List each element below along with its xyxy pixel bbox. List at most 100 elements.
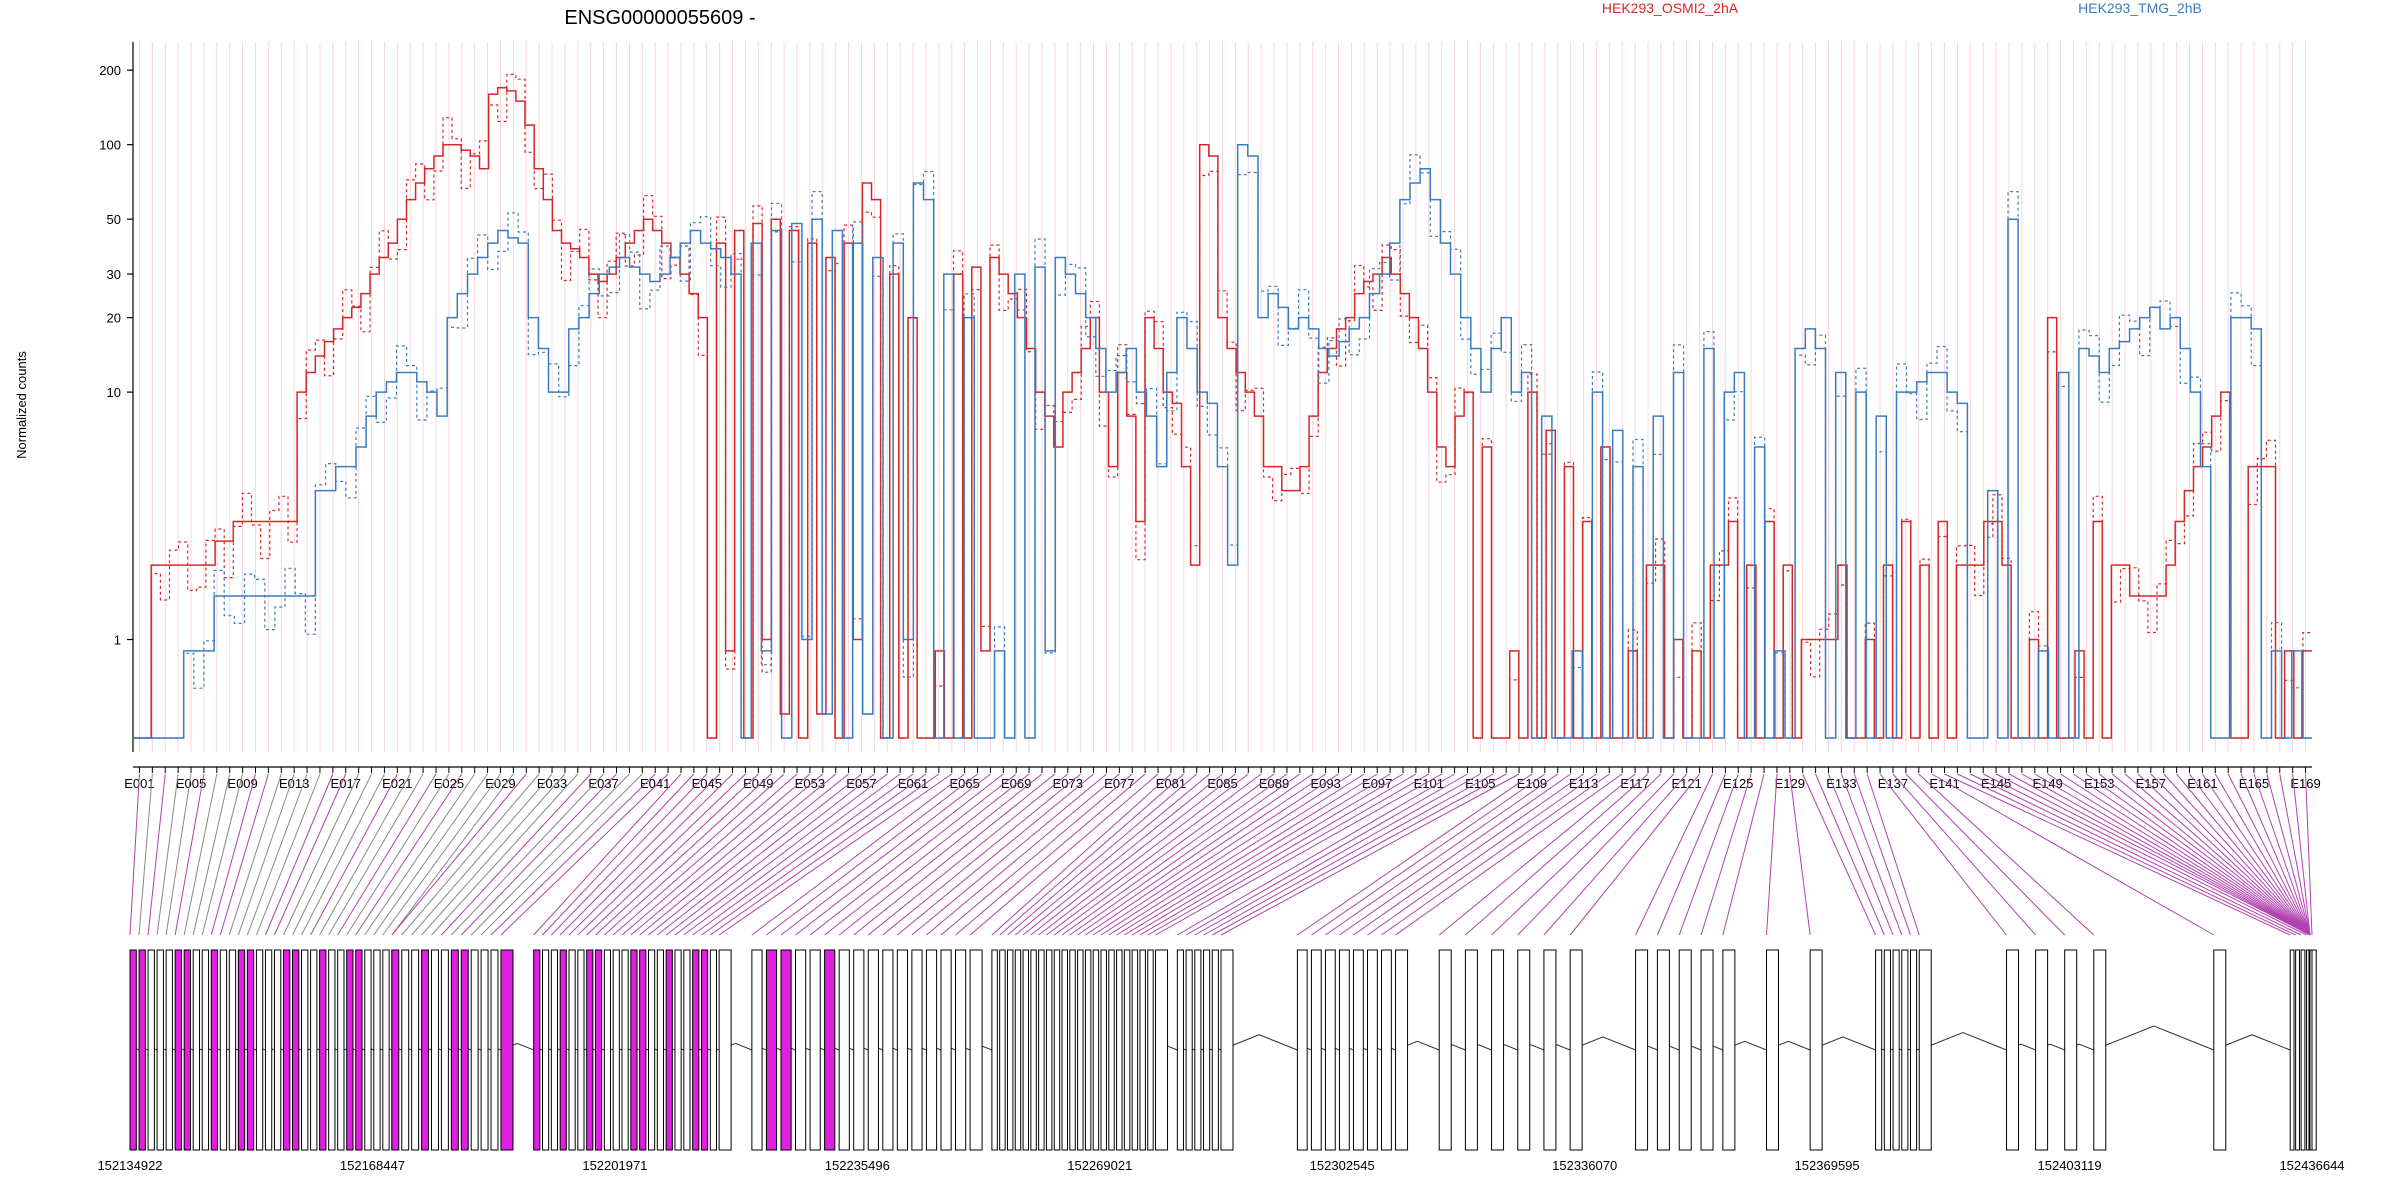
exon-block bbox=[1875, 949, 1883, 1151]
exon-tick-label: E013 bbox=[279, 776, 309, 791]
exon-block bbox=[853, 949, 865, 1151]
exon-block bbox=[2311, 949, 2317, 1151]
exon-connector bbox=[1931, 773, 2215, 936]
exon-connector bbox=[2163, 773, 2311, 936]
exon-block bbox=[431, 949, 439, 1151]
exon-connector bbox=[1892, 773, 2036, 936]
exon-block bbox=[460, 949, 469, 1151]
series-lines bbox=[133, 73, 2312, 739]
exon-connector bbox=[147, 773, 166, 936]
exon-block bbox=[1147, 949, 1154, 1151]
exon-connector bbox=[853, 773, 1056, 936]
exon-connector bbox=[1220, 773, 1520, 936]
exon-connector bbox=[795, 773, 1004, 936]
exon-connector bbox=[2201, 773, 2311, 936]
exon-connector bbox=[2150, 773, 2311, 936]
exon-block bbox=[2295, 949, 2300, 1151]
exon-connector bbox=[1147, 773, 1430, 936]
exon-connector bbox=[1491, 773, 1662, 936]
exon-connector bbox=[1046, 773, 1262, 936]
exon-block bbox=[838, 949, 850, 1151]
exon-connector bbox=[1438, 773, 1636, 936]
exon-connector bbox=[373, 773, 488, 936]
exon-connector-lines bbox=[129, 773, 2313, 936]
exon-block bbox=[1491, 949, 1505, 1151]
exon-block bbox=[969, 949, 983, 1151]
exon-tick-label: E041 bbox=[640, 776, 670, 791]
exon-connector bbox=[1116, 773, 1378, 936]
exon-connector bbox=[1970, 773, 2302, 936]
exon-block bbox=[751, 949, 763, 1151]
exon-connector bbox=[780, 773, 991, 936]
exon-connector bbox=[1569, 773, 1700, 936]
exon-connector bbox=[441, 773, 592, 936]
exon-block bbox=[373, 949, 381, 1151]
exon-connector bbox=[1879, 773, 2007, 936]
exon-block bbox=[692, 949, 700, 1151]
exon-connector bbox=[264, 773, 334, 936]
exon-connector bbox=[2073, 773, 2311, 936]
exon-block bbox=[450, 949, 459, 1151]
exon-connector bbox=[1131, 773, 1404, 936]
exon-block bbox=[1045, 949, 1053, 1151]
exon-block bbox=[1092, 949, 1100, 1151]
exon-block bbox=[1883, 949, 1891, 1151]
exon-connector bbox=[129, 773, 140, 936]
exon-block bbox=[594, 949, 603, 1151]
exon-tick-label: E017 bbox=[331, 776, 361, 791]
exon-block bbox=[559, 949, 567, 1151]
legend-entry-tmg: HEK293_TMG_2hB bbox=[2078, 0, 2202, 16]
exon-tick-label: E097 bbox=[1362, 776, 1392, 791]
exon-connector bbox=[1014, 773, 1210, 936]
exon-connector bbox=[1543, 773, 1688, 936]
exon-connector bbox=[926, 773, 1120, 936]
exon-block bbox=[1367, 949, 1378, 1151]
exon-block bbox=[683, 949, 691, 1151]
exon-block bbox=[1116, 949, 1123, 1151]
exon-block bbox=[1438, 949, 1452, 1151]
y-tick-label: 200 bbox=[99, 63, 121, 78]
exon-block bbox=[156, 949, 164, 1151]
genomic-coordinate-label: 152201971 bbox=[582, 1158, 647, 1173]
exon-block bbox=[1220, 949, 1234, 1151]
exon-connector bbox=[391, 773, 514, 936]
exon-connector bbox=[1918, 773, 2095, 936]
exon-connector bbox=[766, 773, 978, 936]
exon-block bbox=[1352, 949, 1364, 1151]
exon-connector bbox=[1381, 773, 1610, 936]
exon-connector bbox=[1038, 773, 1249, 936]
exon-block bbox=[795, 949, 807, 1151]
exon-connector bbox=[183, 773, 218, 936]
exon-connector bbox=[1339, 773, 1571, 936]
exon-block bbox=[718, 949, 732, 1151]
exon-connector bbox=[639, 773, 837, 936]
exon-connector bbox=[542, 773, 695, 936]
exon-connector bbox=[665, 773, 875, 936]
exon-connector bbox=[683, 773, 901, 936]
exon-connector bbox=[1957, 773, 2296, 936]
exon-block bbox=[273, 949, 282, 1151]
exon-block bbox=[147, 949, 155, 1151]
exon-block bbox=[1464, 949, 1478, 1151]
exon-tick-label: E085 bbox=[1207, 776, 1237, 791]
exon-block bbox=[183, 949, 191, 1151]
exon-connector bbox=[809, 773, 1017, 936]
exon-connector bbox=[337, 773, 437, 936]
exon-connector bbox=[421, 773, 566, 936]
exon-block bbox=[1069, 949, 1076, 1151]
exon-block bbox=[1131, 949, 1139, 1151]
exon-block bbox=[421, 949, 430, 1151]
y-tick-label: 50 bbox=[107, 212, 121, 227]
exon-block bbox=[1203, 949, 1211, 1151]
exon-tick-label: E005 bbox=[176, 776, 206, 791]
exon-connector bbox=[156, 773, 179, 936]
exon-connector bbox=[228, 773, 282, 936]
exon-connector bbox=[1700, 773, 1752, 936]
exon-block bbox=[165, 949, 173, 1151]
exon-connector bbox=[969, 773, 1159, 936]
exon-block bbox=[1211, 949, 1219, 1151]
exon-block bbox=[656, 949, 664, 1151]
exon-block bbox=[301, 949, 309, 1151]
exon-block bbox=[542, 949, 550, 1151]
exon-connector bbox=[911, 773, 1107, 936]
